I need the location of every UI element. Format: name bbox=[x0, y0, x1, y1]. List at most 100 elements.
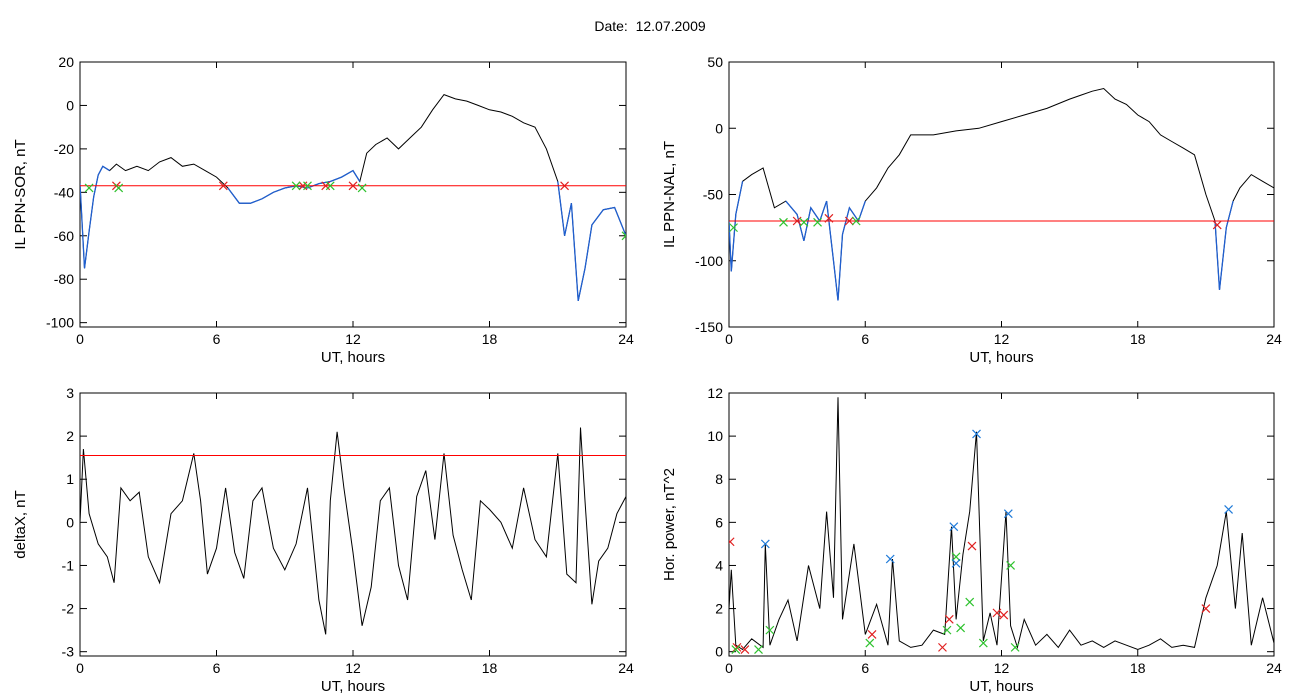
marker-red bbox=[732, 642, 742, 652]
marker-green bbox=[729, 223, 738, 233]
y-tick-label: 2 bbox=[66, 428, 74, 444]
x-tick-label: 6 bbox=[213, 331, 221, 347]
marker-blue bbox=[760, 539, 770, 549]
highlight-segment bbox=[1214, 200, 1234, 290]
marker-green bbox=[978, 638, 988, 648]
x-axis-label: UT, hours bbox=[321, 349, 385, 366]
y-axis-label: IL PPN-SOR, nT bbox=[12, 139, 29, 249]
y-tick-label: -2 bbox=[62, 601, 75, 617]
y-tick-label: -3 bbox=[62, 644, 75, 660]
marker-green bbox=[765, 625, 775, 635]
highlight-segment bbox=[557, 181, 626, 302]
plot-frame bbox=[79, 61, 627, 328]
x-tick-label: 24 bbox=[618, 331, 634, 347]
plot-area bbox=[80, 427, 626, 635]
y-tick-label: 3 bbox=[66, 385, 74, 401]
y-tick-label: 12 bbox=[707, 385, 723, 401]
marker-green bbox=[951, 552, 961, 562]
y-tick-label: 2 bbox=[715, 601, 723, 617]
plot-frame bbox=[728, 61, 1275, 328]
y-tick-label: -100 bbox=[695, 253, 723, 269]
data-series-line bbox=[729, 87, 1274, 301]
panel-deltax: 0 6 12 18 24 3 2 1 0 -1 -2 -3 UT, hours deltaX, nT bbox=[12, 385, 634, 695]
y-tick-label: -20 bbox=[54, 141, 74, 157]
y-tick-label: 50 bbox=[707, 54, 723, 70]
y-tick-label: -60 bbox=[54, 228, 74, 244]
x-tick-label: 12 bbox=[994, 660, 1010, 676]
y-tick-label: 0 bbox=[715, 120, 723, 136]
y-axis-label: deltaX, nT bbox=[12, 490, 29, 558]
marker-red bbox=[938, 642, 947, 652]
x-tick-label: 24 bbox=[1266, 660, 1282, 676]
marker-red bbox=[1212, 220, 1222, 230]
y-tick-label: -40 bbox=[54, 184, 74, 200]
panel-sor: 0 6 12 18 24 20 0 -20 -40 -60 -80 -100 UT, hours IL P… bbox=[12, 54, 634, 366]
plot-frame bbox=[79, 392, 627, 657]
marker-blue bbox=[949, 522, 959, 532]
marker-blue bbox=[1224, 504, 1234, 514]
marker-green bbox=[779, 217, 788, 227]
y-tick-label: -50 bbox=[703, 187, 723, 203]
x-tick-label: 12 bbox=[345, 660, 361, 676]
y-axis-label: IL PPN-NAL, nT bbox=[661, 141, 678, 248]
figure-title: Date: 12.07.2009 bbox=[594, 18, 706, 34]
marker-green bbox=[84, 183, 94, 193]
marker-red bbox=[992, 608, 1002, 618]
y-tick-label: 0 bbox=[66, 514, 74, 530]
marker-green bbox=[357, 183, 367, 193]
plot-area bbox=[80, 93, 626, 302]
marker-red bbox=[729, 537, 735, 547]
x-axis-label: UT, hours bbox=[969, 349, 1033, 366]
x-axis-label: UT, hours bbox=[969, 678, 1033, 695]
y-tick-label: 6 bbox=[715, 514, 723, 530]
y-tick-label: 0 bbox=[715, 644, 723, 660]
marker-red bbox=[792, 216, 802, 226]
marker-red bbox=[218, 181, 228, 191]
marker-green bbox=[865, 638, 875, 648]
marker-green bbox=[942, 625, 952, 635]
marker-red bbox=[844, 216, 854, 226]
panel-hor-power: 0 6 12 18 24 12 10 8 6 4 2 0 UT, hours Hor. power, nT… bbox=[661, 385, 1282, 695]
plot-area bbox=[729, 87, 1274, 301]
marker-green bbox=[813, 217, 822, 227]
marker-red bbox=[560, 181, 569, 191]
y-tick-label: 20 bbox=[58, 54, 74, 70]
marker-green bbox=[754, 645, 763, 654]
data-series-line bbox=[80, 427, 626, 635]
x-tick-label: 12 bbox=[994, 331, 1010, 347]
x-tick-label: 6 bbox=[861, 660, 869, 676]
x-tick-label: 18 bbox=[1130, 660, 1146, 676]
y-tick-label: 0 bbox=[66, 97, 74, 113]
x-tick-label: 0 bbox=[76, 331, 84, 347]
marker-red bbox=[944, 614, 954, 624]
marker-green bbox=[851, 216, 861, 226]
x-tick-label: 24 bbox=[1266, 331, 1282, 347]
marker-blue bbox=[885, 554, 895, 564]
y-tick-label: 1 bbox=[66, 471, 74, 487]
x-tick-label: 18 bbox=[482, 660, 498, 676]
highlight-segment bbox=[785, 200, 866, 301]
y-tick-label: -1 bbox=[62, 557, 75, 573]
marker-red bbox=[824, 213, 834, 223]
marker-blue bbox=[1003, 509, 1013, 519]
marker-green bbox=[731, 645, 741, 654]
y-tick-label: -100 bbox=[46, 315, 74, 331]
y-tick-label: 10 bbox=[707, 428, 723, 444]
marker-red bbox=[740, 645, 750, 654]
x-tick-label: 12 bbox=[345, 331, 361, 347]
plot-area bbox=[729, 397, 1274, 654]
marker-red bbox=[967, 541, 977, 551]
marker-green bbox=[114, 183, 124, 193]
y-tick-label: 8 bbox=[715, 471, 723, 487]
marker-green bbox=[1010, 642, 1020, 652]
y-axis-label: Hor. power, nT^2 bbox=[661, 468, 678, 581]
marker-blue bbox=[972, 429, 981, 439]
y-tick-label: -80 bbox=[54, 271, 74, 287]
marker-green bbox=[303, 181, 312, 191]
y-tick-label: -150 bbox=[695, 319, 723, 335]
marker-red bbox=[1201, 604, 1211, 613]
highlight-segment bbox=[227, 169, 361, 204]
y-tick-label: 4 bbox=[715, 557, 723, 573]
marker-green bbox=[1006, 561, 1016, 570]
